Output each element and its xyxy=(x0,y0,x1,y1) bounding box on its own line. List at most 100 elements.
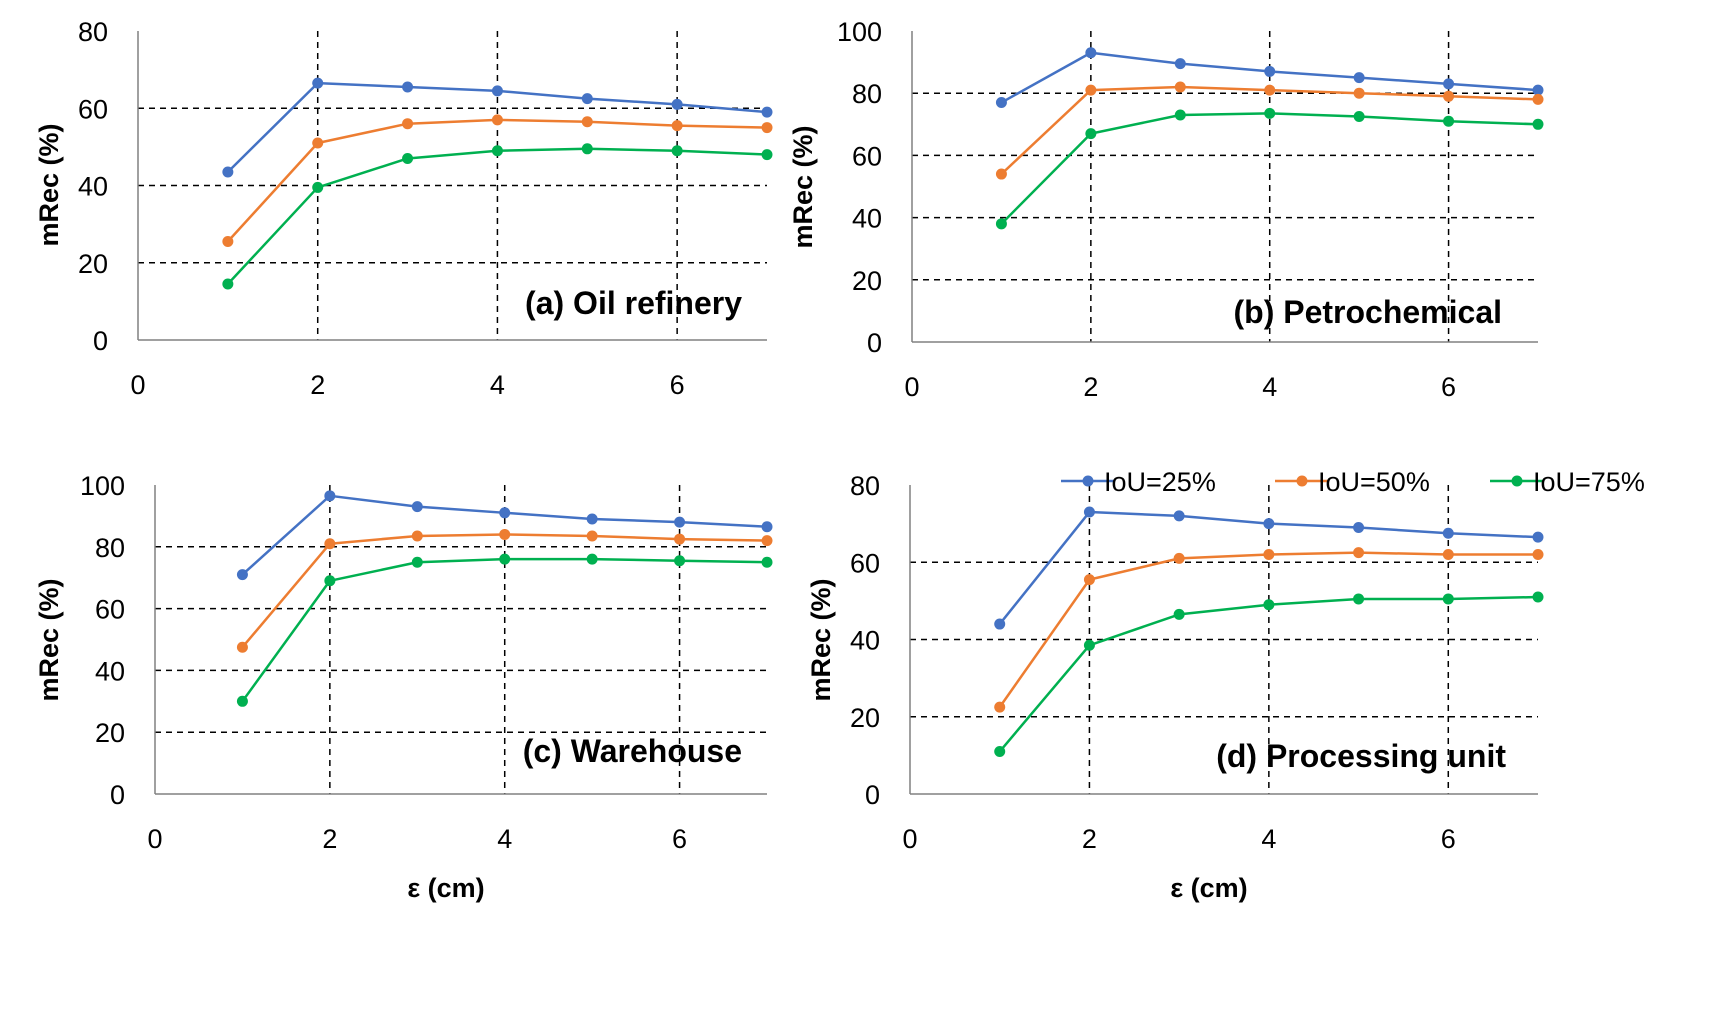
y-tick-label: 60 xyxy=(95,595,125,625)
y-tick-label: 80 xyxy=(78,17,108,47)
data-point xyxy=(312,77,324,89)
data-point xyxy=(761,122,773,134)
data-point xyxy=(1443,115,1455,127)
data-point xyxy=(761,556,773,568)
data-point xyxy=(1264,65,1276,77)
y-tick-label: 40 xyxy=(78,172,108,202)
y-tick-label: 20 xyxy=(852,266,882,296)
data-point xyxy=(1532,591,1544,603)
data-point xyxy=(1532,118,1544,130)
panel-title: (d) Processing unit xyxy=(1216,738,1506,774)
x-tick-label: 4 xyxy=(490,370,505,400)
data-point xyxy=(1532,531,1544,543)
data-point xyxy=(1085,47,1097,59)
data-point xyxy=(586,513,598,525)
data-point xyxy=(1353,87,1365,99)
data-point xyxy=(995,168,1007,180)
x-tick-label: 0 xyxy=(147,824,162,854)
y-tick-label: 100 xyxy=(837,17,882,47)
data-point xyxy=(1173,608,1185,620)
legend-label: IoU=50% xyxy=(1318,467,1430,497)
legend: IoU=25% IoU=50% IoU=75% xyxy=(1061,467,1645,497)
data-point xyxy=(312,181,324,193)
data-point xyxy=(1174,58,1186,70)
x-tick-label: 4 xyxy=(1262,372,1277,402)
plot-area xyxy=(155,485,767,794)
y-tick-label: 0 xyxy=(110,780,125,810)
data-point xyxy=(1263,518,1275,530)
data-point xyxy=(994,701,1006,713)
x-tick-label: 6 xyxy=(670,370,685,400)
data-point xyxy=(995,218,1007,230)
y-axis-label: mRec (%) xyxy=(34,578,64,701)
data-point xyxy=(499,553,511,565)
y-tick-label: 0 xyxy=(865,780,880,810)
data-point xyxy=(236,569,248,581)
legend-label: IoU=75% xyxy=(1533,467,1645,497)
y-axis-label: mRec (%) xyxy=(806,578,836,701)
data-point xyxy=(324,538,336,550)
data-point xyxy=(402,81,414,93)
data-point xyxy=(1442,593,1454,605)
data-point xyxy=(994,618,1006,630)
data-point xyxy=(1353,593,1365,605)
x-tick-label: 0 xyxy=(902,824,917,854)
data-point xyxy=(994,746,1006,758)
data-point xyxy=(1532,93,1544,105)
data-point xyxy=(1532,84,1544,96)
y-tick-label: 80 xyxy=(852,79,882,109)
data-point xyxy=(671,98,683,110)
data-point xyxy=(222,278,234,290)
y-axis-label: mRec (%) xyxy=(788,125,818,248)
legend-label: IoU=25% xyxy=(1104,467,1216,497)
data-point xyxy=(499,528,511,540)
data-point xyxy=(1353,547,1365,559)
data-point xyxy=(1083,506,1095,518)
data-point xyxy=(1085,128,1097,140)
y-tick-label: 80 xyxy=(95,533,125,563)
x-tick-label: 2 xyxy=(1082,824,1097,854)
data-point xyxy=(324,490,336,502)
y-tick-label: 20 xyxy=(78,249,108,279)
data-point xyxy=(761,535,773,547)
y-tick-label: 40 xyxy=(852,204,882,234)
legend-swatch-marker xyxy=(1296,475,1308,487)
x-tick-label: 0 xyxy=(130,370,145,400)
data-point xyxy=(1443,90,1455,102)
data-point xyxy=(411,501,423,513)
y-tick-label: 0 xyxy=(867,328,882,358)
x-axis-label: ε (cm) xyxy=(1170,873,1247,903)
data-point xyxy=(1263,599,1275,611)
x-tick-label: 2 xyxy=(1083,372,1098,402)
legend-swatch-marker xyxy=(1511,475,1523,487)
data-point xyxy=(499,507,511,519)
data-point xyxy=(491,114,503,126)
data-point xyxy=(671,120,683,132)
chart-panel-4: 0 20 40 60 80 0 2 4 6 mRec (%) ε (cm) (d) Processin… xyxy=(806,471,1544,903)
x-tick-label: 4 xyxy=(497,824,512,854)
y-tick-label: 80 xyxy=(850,471,880,501)
x-tick-label: 6 xyxy=(1441,372,1456,402)
data-point xyxy=(1442,527,1454,539)
data-point xyxy=(581,116,593,128)
x-tick-label: 2 xyxy=(310,370,325,400)
data-point xyxy=(1353,72,1365,84)
data-point xyxy=(411,530,423,542)
y-tick-label: 60 xyxy=(78,94,108,124)
y-tick-label: 40 xyxy=(95,656,125,686)
data-point xyxy=(1085,84,1097,96)
data-point xyxy=(312,137,324,149)
y-tick-label: 100 xyxy=(80,471,125,501)
data-point xyxy=(236,695,248,707)
x-tick-label: 4 xyxy=(1261,824,1276,854)
chart-panel-3: 0 20 40 60 80 100 0 2 4 6 mRec (%) ε (cm) (c) Wareho… xyxy=(34,471,773,903)
panel-title: (a) Oil refinery xyxy=(525,285,742,321)
data-point xyxy=(324,575,336,587)
data-point xyxy=(402,152,414,164)
legend-swatch-marker xyxy=(1082,475,1094,487)
data-point xyxy=(1083,574,1095,586)
data-point xyxy=(1443,78,1455,90)
x-tick-label: 6 xyxy=(1441,824,1456,854)
panel-title: (c) Warehouse xyxy=(523,733,742,769)
